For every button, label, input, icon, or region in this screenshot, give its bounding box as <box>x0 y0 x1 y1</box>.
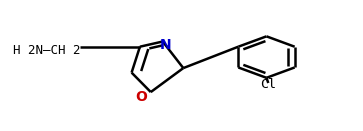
Text: O: O <box>135 90 147 104</box>
Text: Cl: Cl <box>260 78 276 91</box>
Text: H 2N—CH 2: H 2N—CH 2 <box>13 44 80 57</box>
Text: N: N <box>159 38 171 52</box>
